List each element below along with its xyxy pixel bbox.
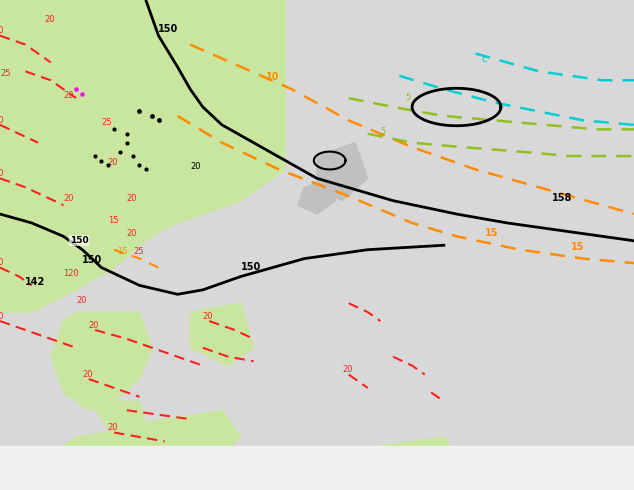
Text: 5: 5 [406,93,411,102]
Polygon shape [0,0,285,312]
Text: 150: 150 [70,236,88,245]
Point [141,166,151,173]
Text: 20: 20 [0,312,4,321]
Text: 120: 120 [63,270,79,278]
Polygon shape [51,312,152,410]
Point [147,112,157,120]
Point [134,108,145,116]
Polygon shape [317,437,456,473]
Point [96,157,107,165]
Polygon shape [95,401,146,437]
Text: 20: 20 [203,312,214,321]
Polygon shape [298,178,336,214]
Text: 25: 25 [101,118,112,127]
Point [128,152,138,160]
Text: Su 02-06-2024 12:00 UTC (12+48): Su 02-06-2024 12:00 UTC (12+48) [395,455,628,468]
Text: 20: 20 [0,258,4,268]
Text: 10: 10 [266,72,280,82]
Polygon shape [317,143,368,201]
Text: 150: 150 [241,262,261,272]
Text: 20: 20 [108,423,119,432]
Point [115,147,126,155]
Point [122,139,132,147]
Text: 20: 20 [190,163,201,172]
Text: 20: 20 [76,296,87,305]
Point [134,161,145,169]
Text: 15: 15 [117,247,128,256]
Point [71,85,81,93]
Polygon shape [190,303,254,366]
Text: 20: 20 [82,370,93,379]
Text: 150: 150 [158,24,178,34]
Polygon shape [139,410,241,455]
Text: 20: 20 [342,366,353,374]
Polygon shape [63,423,178,464]
Text: c: c [482,54,488,64]
Text: 20: 20 [108,158,119,167]
Text: 25: 25 [133,247,144,256]
Point [103,161,113,169]
Text: 20: 20 [89,321,100,330]
Text: 25: 25 [0,69,11,78]
Text: 158: 158 [552,193,572,203]
Text: 15: 15 [108,216,119,225]
Text: 142: 142 [25,277,46,287]
Polygon shape [139,455,254,482]
Point [153,117,164,124]
Text: 20: 20 [0,169,4,178]
Point [122,130,132,138]
Text: 20: 20 [44,15,55,24]
Point [77,90,87,98]
Text: 20: 20 [63,91,74,100]
Point [109,125,119,133]
Text: 20: 20 [0,26,4,35]
Text: Height/Temp. 850 hPa [gdpm] ECMWF: Height/Temp. 850 hPa [gdpm] ECMWF [6,455,254,468]
Text: 20: 20 [0,116,4,124]
Text: 20: 20 [63,194,74,203]
Text: 20: 20 [127,229,138,238]
Text: 150: 150 [82,255,103,265]
Text: 5: 5 [380,127,385,136]
Text: 15: 15 [571,242,584,252]
Text: 15: 15 [485,228,498,238]
Text: 20: 20 [127,194,138,203]
Point [90,152,100,160]
Text: ©weatheronline.co.uk: ©weatheronline.co.uk [493,478,628,489]
